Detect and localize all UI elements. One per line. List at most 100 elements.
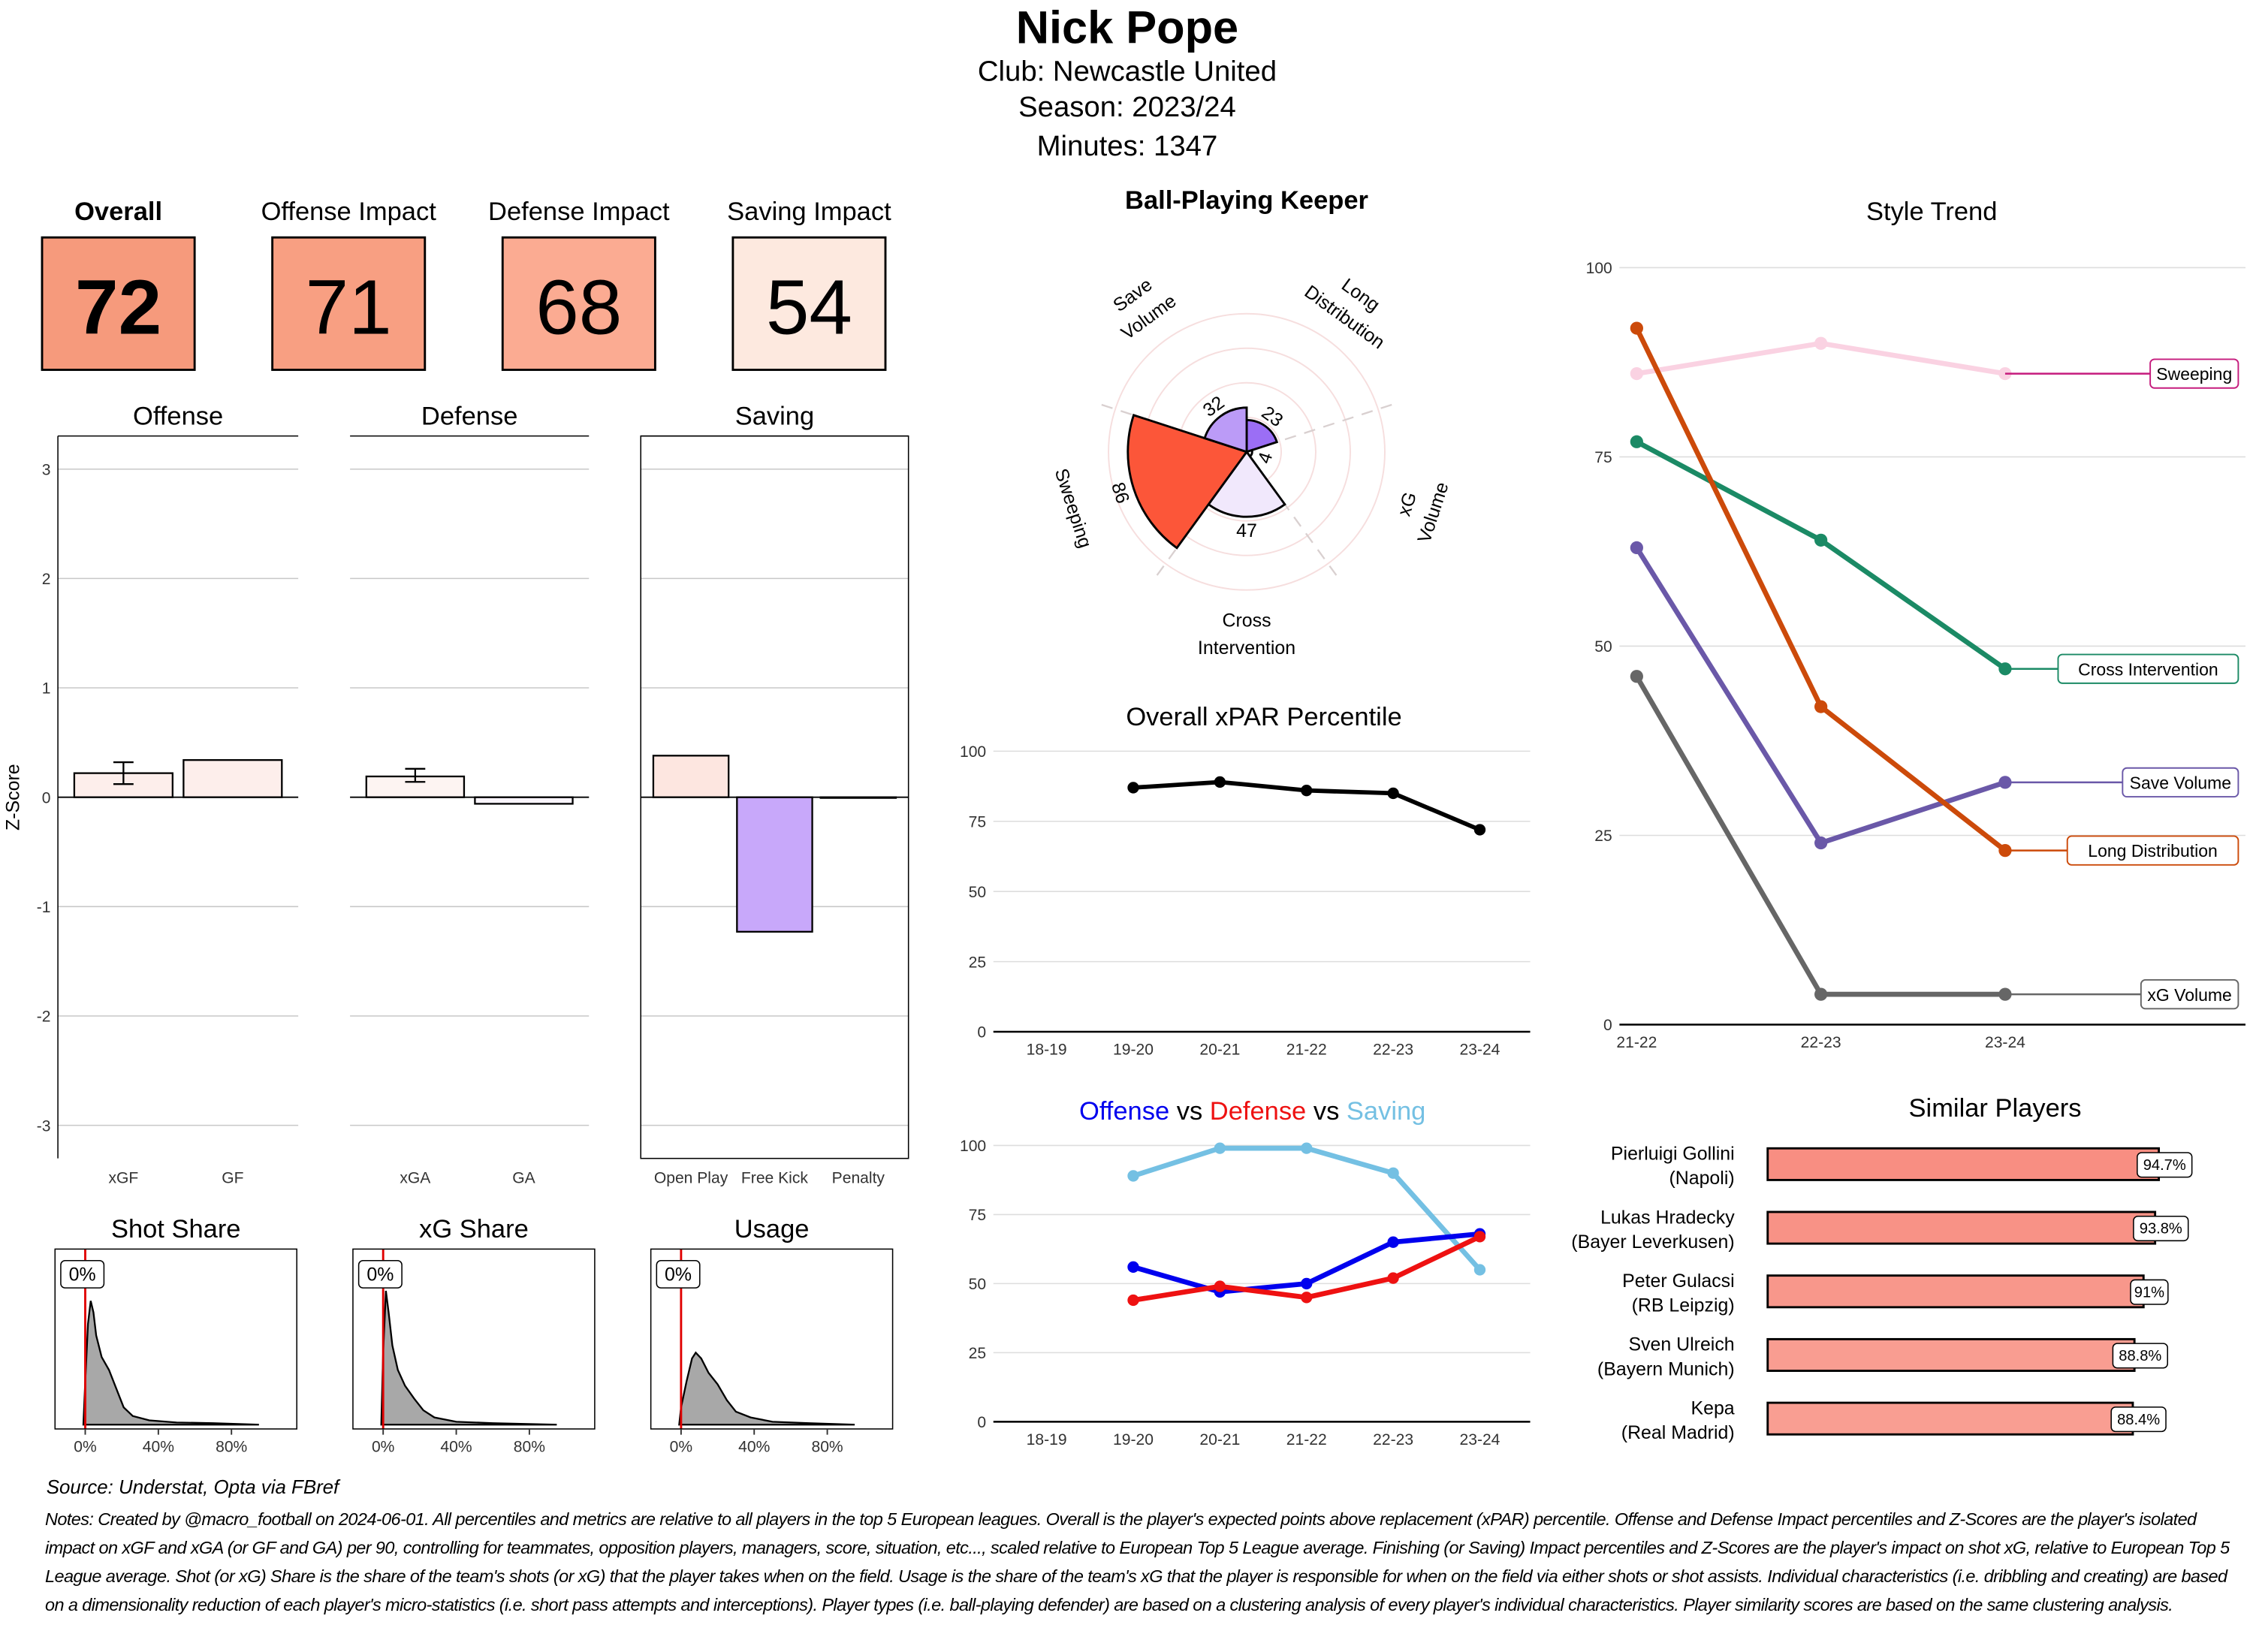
data-point: [1301, 1277, 1313, 1290]
x-tick-label: 22-23: [1373, 1042, 1413, 1059]
data-point: [1814, 987, 1828, 1001]
x-tick-label: 40%: [440, 1439, 472, 1456]
data-point: [1387, 1236, 1399, 1248]
data-point: [1814, 533, 1828, 547]
x-tick-label: xGF: [108, 1169, 138, 1186]
score-label: Offense Impact: [261, 197, 437, 226]
marker-label: 0%: [366, 1265, 394, 1286]
score-box: [731, 236, 887, 371]
similar-player-row: Pierluigi Gollini (Napoli) 94.7%: [1611, 1144, 2193, 1189]
data-point: [1630, 541, 1643, 555]
ods-title-vs: vs: [1306, 1097, 1347, 1126]
y-tick-label: -1: [37, 899, 51, 916]
x-tick-label: 0%: [74, 1439, 96, 1456]
similar-title: Similar Players: [1909, 1094, 2082, 1123]
radar-category-line: Sweeping: [1051, 466, 1096, 551]
style-radar-chart: Ball-Playing Keeper 23LongDistribution4x…: [1051, 186, 1453, 659]
x-tick-label: 22-23: [1373, 1431, 1413, 1449]
notes-text: Notes: Created by @macro_football on 202…: [45, 1509, 2230, 1614]
data-point: [1301, 1142, 1313, 1154]
data-point: [1814, 336, 1828, 350]
score-saving-impact: Saving Impact 54: [727, 197, 891, 371]
notes-block: Notes: Created by @macro_football on 202…: [45, 1505, 2238, 1619]
radar-value-label: 47: [1236, 520, 1257, 541]
player-club: (Bayer Leverkusen): [1571, 1231, 1734, 1253]
bar-open-play: [652, 755, 730, 798]
x-tick-label: 23-24: [1460, 1431, 1500, 1449]
score-value: 68: [535, 264, 622, 351]
x-tick-label: 80%: [811, 1439, 843, 1456]
ods-title-vs: vs: [1169, 1097, 1210, 1126]
series-label: xG Volume: [2147, 985, 2231, 1005]
series-line-defense: [1133, 1234, 1481, 1303]
ods-title-offense: Offense: [1079, 1097, 1169, 1126]
zscore-panel-defense: Defense xGA GA: [350, 402, 590, 1186]
similarity-bar: [1766, 1147, 2161, 1181]
data-point: [1387, 787, 1399, 800]
panel-title: Offense: [133, 402, 223, 430]
score-overall: Overall 72: [41, 197, 196, 371]
data-point: [1630, 435, 1643, 448]
similarity-label-box: [2112, 1343, 2168, 1369]
radar-sector-save-volume: [1203, 406, 1248, 454]
x-tick-label: 18-19: [1027, 1042, 1067, 1059]
similar-player-row: Lukas Hradecky (Bayer Leverkusen) 93.8%: [1571, 1207, 2189, 1253]
ods-title-defense: Defense: [1210, 1097, 1306, 1126]
similar-players-chart: Similar Players Pierluigi Gollini (Napoli…: [1571, 1094, 2193, 1443]
data-point: [1630, 366, 1643, 381]
style-trend-chart: Style Trend 0 25 50 75 100 21-22 22-23 23-24 Swe…: [1586, 197, 2245, 1051]
score-value: 72: [75, 264, 161, 351]
score-label: Overall: [74, 197, 162, 226]
x-tick-label: 40%: [143, 1439, 174, 1456]
player-club: (Bayern Munich): [1597, 1358, 1735, 1379]
player-name: Kepa: [1691, 1397, 1734, 1418]
radar-value-label: 86: [1107, 480, 1133, 506]
share-panel-xg-share: xG Share 0% 0% 40% 80%: [352, 1215, 596, 1456]
x-tick-label: 80%: [514, 1439, 545, 1456]
ods-title: Offense vs Defense vs Saving: [1079, 1097, 1425, 1126]
score-label: Defense Impact: [488, 197, 670, 226]
data-point: [1473, 824, 1486, 836]
marker-label: 0%: [665, 1265, 692, 1286]
player-club: (RB Leipzig): [1632, 1295, 1735, 1316]
x-tick-label: GF: [222, 1169, 243, 1186]
density-area: [82, 1301, 259, 1426]
marker-label-box: [357, 1259, 403, 1289]
x-tick-label: 19-20: [1113, 1042, 1154, 1059]
x-tick-label: 20-21: [1199, 1042, 1240, 1059]
marker-label: 0%: [69, 1265, 96, 1286]
club-text: Club: Newcastle United: [978, 55, 1277, 87]
y-tick-label: 0: [42, 789, 51, 806]
series-label-box: [2057, 653, 2239, 684]
y-tick-label: 25: [1594, 828, 1612, 845]
radar-title: Ball-Playing Keeper: [1125, 186, 1368, 215]
similarity-label: 94.7%: [2143, 1157, 2186, 1174]
similarity-bar: [1766, 1274, 2145, 1309]
y-tick-label: 75: [1594, 449, 1612, 466]
bar-gf: [182, 759, 283, 798]
similarity-bar: [1766, 1337, 2136, 1372]
x-tick-label: 22-23: [1801, 1034, 1841, 1051]
similarity-label-box: [2133, 1215, 2189, 1242]
series-label-box: [2122, 767, 2239, 798]
x-tick-label: xGA: [400, 1169, 431, 1186]
y-tick-label: 100: [960, 1138, 986, 1155]
panel-title: Shot Share: [111, 1215, 241, 1244]
density-area: [380, 1290, 557, 1426]
y-tick-label: 25: [969, 1345, 986, 1362]
radar-category-line: Intervention: [1198, 638, 1295, 659]
y-tick-label: 2: [42, 571, 51, 588]
similar-player-row: Kepa (Real Madrid) 88.4%: [1621, 1397, 2167, 1443]
y-tick-label: 3: [42, 461, 51, 478]
data-point: [1127, 1261, 1139, 1273]
data-point: [1387, 1167, 1399, 1179]
x-tick-label: 18-19: [1027, 1431, 1067, 1449]
radar-ring: [1108, 312, 1386, 591]
similarity-label-box: [2137, 1152, 2193, 1178]
player-name: Nick Pope: [1016, 1, 1238, 53]
radar-sector-sweeping: [1126, 414, 1249, 550]
y-axis-label: Z-Score: [2, 764, 23, 831]
series-label: Long Distribution: [2088, 841, 2217, 861]
score-label: Saving Impact: [727, 197, 891, 226]
